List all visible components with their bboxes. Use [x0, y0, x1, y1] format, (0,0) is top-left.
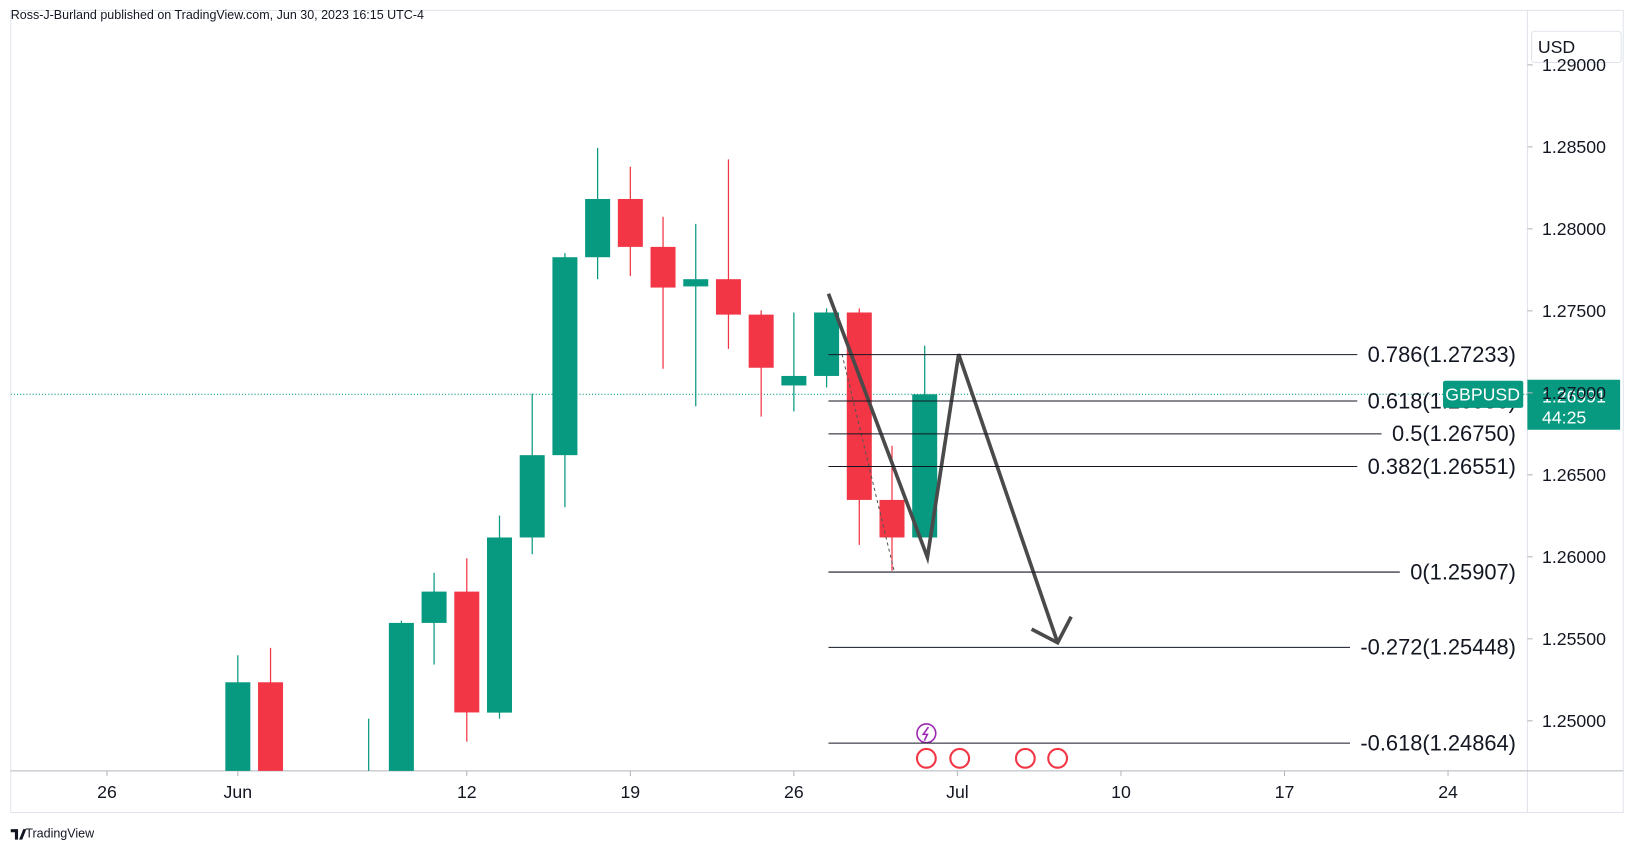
- y-tick-label: 1.27500: [1542, 301, 1606, 321]
- last-price-label: 1.26991: [1542, 387, 1606, 407]
- candle-body: [552, 257, 578, 456]
- event-icon: [1047, 747, 1069, 769]
- candle-body: [650, 246, 676, 288]
- projection-arrow: [826, 293, 1060, 644]
- footer-brand: TradingView: [25, 827, 95, 841]
- fib-label: 0.382(1.26551): [1368, 454, 1516, 479]
- candle-body: [519, 455, 545, 538]
- y-tick-label: 1.28500: [1542, 137, 1606, 157]
- candle-body: [388, 622, 414, 771]
- fib-label: -0.272(1.25448): [1360, 635, 1516, 660]
- candle-body: [258, 682, 284, 771]
- candle-body: [585, 199, 611, 258]
- currency-label: USD: [1538, 37, 1575, 57]
- frame: [10, 9, 1624, 814]
- x-tick-label: 10: [1111, 782, 1131, 802]
- candle-body: [781, 375, 807, 386]
- y-tick-label: 1.25500: [1542, 629, 1606, 649]
- x-tick-label: 24: [1438, 782, 1458, 802]
- countdown-label: 44:25: [1542, 407, 1586, 427]
- event-icon: [1014, 747, 1036, 769]
- fib-label: -0.618(1.24864): [1360, 730, 1516, 755]
- x-tick-label: Jun: [224, 782, 253, 802]
- x-tick-label: 26: [784, 782, 804, 802]
- fib-label: 0.5(1.26750): [1392, 421, 1516, 446]
- candle-body: [225, 682, 251, 771]
- arrow-head: [1030, 615, 1073, 646]
- x-tick-label: 12: [457, 782, 477, 802]
- candle-body: [487, 537, 512, 713]
- candle-body: [879, 499, 905, 538]
- fib-label: 0.786(1.27233): [1368, 342, 1516, 367]
- x-tick-label: 19: [620, 782, 640, 802]
- candle-body: [715, 279, 741, 315]
- logo: [10, 829, 27, 840]
- candle-body: [846, 312, 872, 500]
- symbol-badge: [1443, 380, 1524, 408]
- candle-body: [748, 314, 774, 368]
- x-tick-label: Jul: [946, 782, 969, 802]
- candle-body: [617, 199, 643, 247]
- events: [915, 723, 1069, 769]
- candle-body: [683, 279, 709, 287]
- event-bolt: [921, 726, 930, 741]
- y-tick-label: 1.29000: [1542, 55, 1606, 75]
- event-icon: [949, 747, 971, 769]
- event-icon: [916, 723, 937, 744]
- header: Ross-J-Burland published on TradingView.…: [11, 8, 424, 22]
- plot: [10, 147, 1528, 771]
- x-tick-label: 17: [1275, 782, 1295, 802]
- price-badge: [1527, 379, 1621, 430]
- symbol-label: GBPUSD: [1445, 385, 1520, 405]
- y-tick-label: 1.25000: [1542, 711, 1606, 731]
- y-tick-label: 1.27000: [1542, 383, 1606, 403]
- event-icon: [915, 747, 937, 769]
- fib-label: 0(1.25907): [1410, 559, 1516, 584]
- y-tick-label: 1.26000: [1542, 547, 1606, 567]
- y-tick-label: 1.26500: [1542, 465, 1606, 485]
- candle-body: [454, 591, 480, 713]
- y-tick-label: 1.28000: [1542, 219, 1606, 239]
- candle-body: [814, 312, 840, 376]
- drawing: [826, 293, 1073, 646]
- currency-box: [1531, 30, 1622, 64]
- overlays: 0.786(1.27233)0.618(1.26950)0.5(1.26750)…: [828, 30, 1622, 755]
- candle-body: [421, 591, 447, 623]
- x-tick-label: 26: [97, 782, 117, 802]
